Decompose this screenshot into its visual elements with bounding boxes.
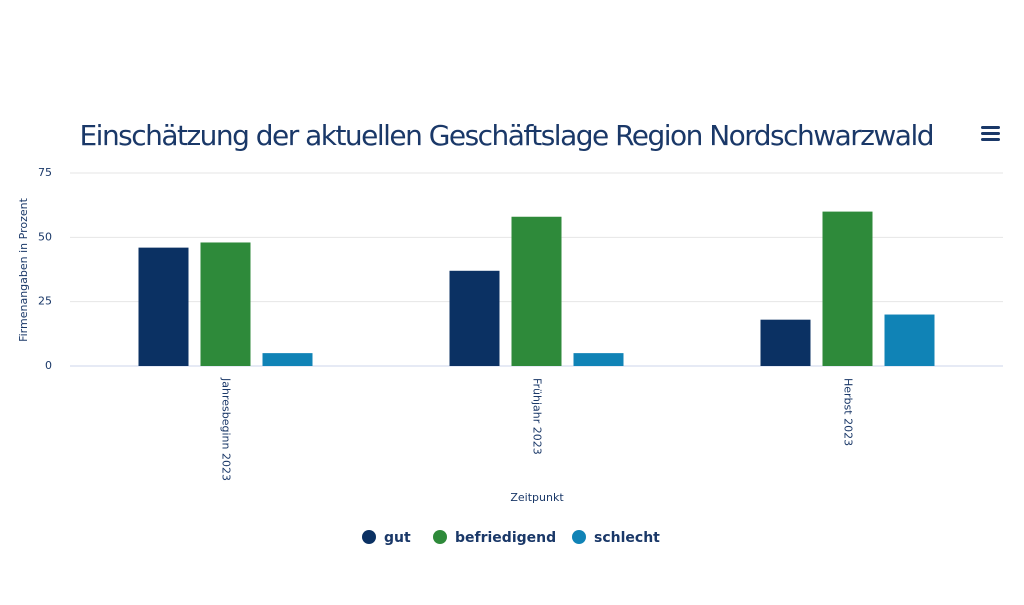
menu-bar xyxy=(981,138,1000,141)
legend-marker[interactable] xyxy=(362,530,376,544)
bar xyxy=(884,314,935,366)
menu-bar xyxy=(981,132,1000,135)
bar xyxy=(262,353,313,366)
y-axis-title: Firmenangaben in Prozent xyxy=(17,197,30,342)
legend-label[interactable]: schlecht xyxy=(594,530,660,546)
bar xyxy=(200,242,251,366)
bar xyxy=(573,353,624,366)
menu-bar xyxy=(981,126,1000,129)
bar xyxy=(138,247,189,366)
legend-marker[interactable] xyxy=(433,530,447,544)
x-tick-label: Frühjahr 2023 xyxy=(531,378,544,455)
bar xyxy=(760,319,811,366)
x-tick-label: Jahresbeginn 2023 xyxy=(220,377,233,481)
legend-marker[interactable] xyxy=(572,530,586,544)
y-tick-label: 50 xyxy=(38,230,52,243)
legend-label[interactable]: gut xyxy=(384,530,411,546)
legend-label[interactable]: befriedigend xyxy=(455,530,556,546)
chart-title: Einschätzung der aktuellen Geschäftslage… xyxy=(80,119,935,152)
menu-button[interactable] xyxy=(981,126,1000,141)
x-axis-title: Zeitpunkt xyxy=(510,491,564,504)
bar xyxy=(511,216,562,366)
x-tick-label: Herbst 2023 xyxy=(842,378,855,446)
y-tick-label: 25 xyxy=(38,295,52,308)
bar xyxy=(822,211,873,366)
bar xyxy=(449,270,500,366)
y-tick-label: 0 xyxy=(45,359,52,372)
y-tick-label: 75 xyxy=(38,166,52,179)
